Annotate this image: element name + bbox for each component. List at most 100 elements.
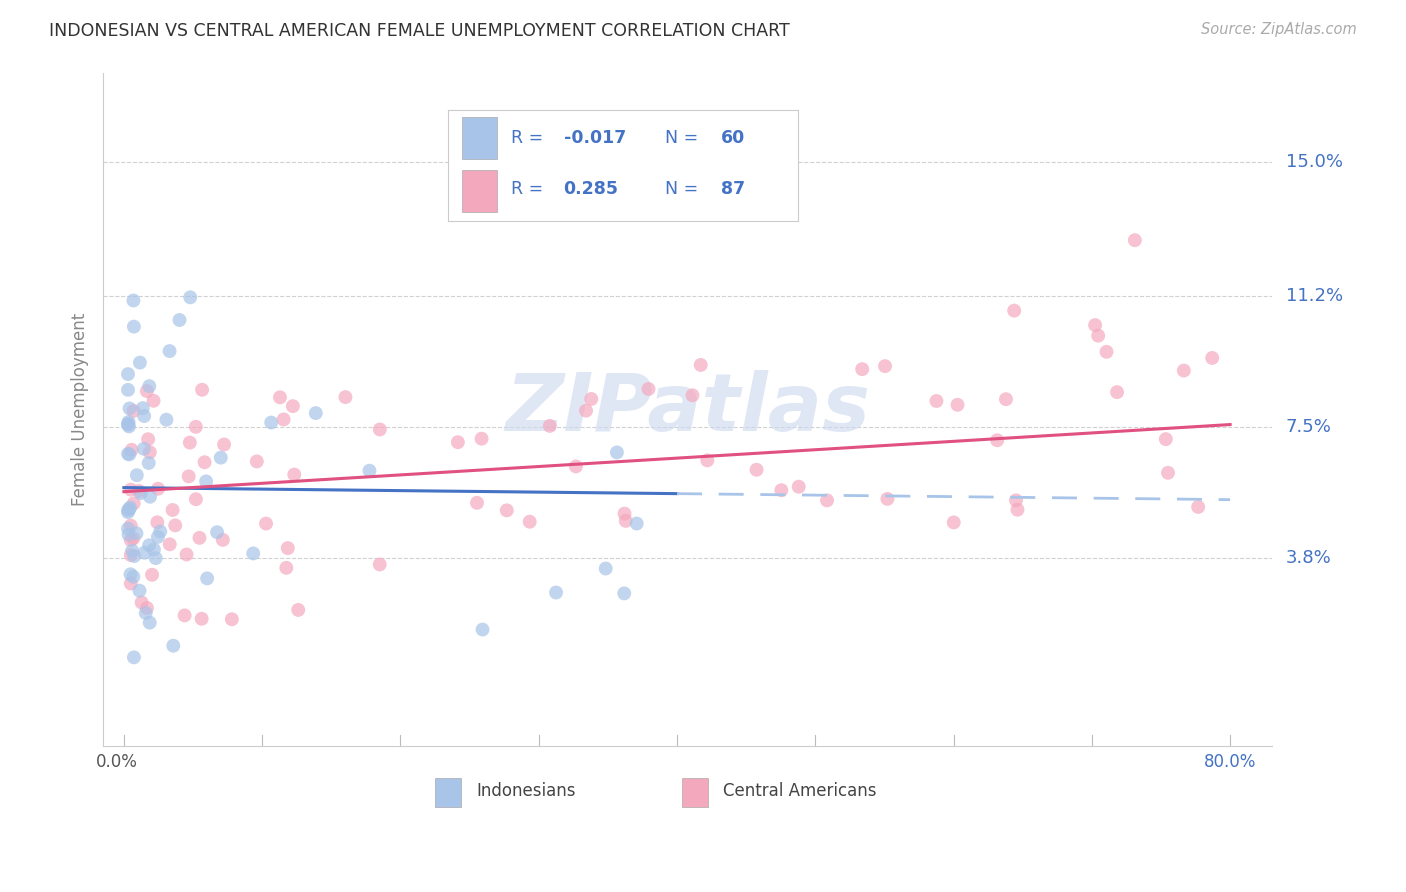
Point [135, 384, 157, 398]
Point [471, 432, 494, 446]
Point [129, 486, 152, 500]
Point [142, 393, 165, 408]
Point [1123, 233, 1146, 247]
Point [138, 538, 160, 552]
Point [942, 516, 965, 530]
Point [281, 399, 304, 413]
Point [613, 507, 636, 521]
Text: 7.5%: 7.5% [1285, 418, 1331, 436]
Point [815, 493, 838, 508]
Point [128, 483, 150, 498]
Point [188, 531, 211, 545]
Point [159, 344, 181, 359]
Point [125, 526, 148, 541]
Point [190, 612, 212, 626]
Point [1157, 466, 1180, 480]
Point [1187, 500, 1209, 514]
Point [117, 447, 139, 461]
Point [682, 388, 704, 402]
Point [173, 608, 195, 623]
Point [155, 412, 177, 426]
Point [138, 379, 160, 393]
Point [122, 293, 145, 308]
Point [118, 419, 141, 434]
Point [471, 623, 494, 637]
Point [637, 382, 659, 396]
Point [117, 527, 139, 541]
Text: 3.8%: 3.8% [1285, 549, 1331, 567]
Point [745, 463, 768, 477]
Point [495, 503, 517, 517]
Point [195, 571, 218, 585]
Point [117, 505, 139, 519]
Point [120, 518, 142, 533]
Point [986, 434, 1008, 448]
Point [128, 583, 150, 598]
Point [606, 445, 628, 459]
Point [194, 455, 217, 469]
Point [544, 585, 567, 599]
Point [254, 516, 277, 531]
Text: 0.0%: 0.0% [96, 753, 138, 771]
Point [162, 639, 184, 653]
Point [120, 548, 142, 562]
Point [117, 367, 139, 381]
Point [994, 392, 1017, 407]
Y-axis label: Female Unemployment: Female Unemployment [72, 313, 89, 506]
Point [146, 516, 169, 530]
Point [1095, 344, 1118, 359]
Point [118, 447, 141, 461]
Point [277, 541, 299, 555]
Point [283, 467, 305, 482]
Point [136, 601, 159, 615]
Point [276, 561, 298, 575]
Text: 11.2%: 11.2% [1285, 287, 1343, 305]
Point [122, 404, 145, 418]
Point [120, 567, 142, 582]
Point [179, 435, 201, 450]
Point [117, 417, 139, 431]
Point [132, 401, 155, 416]
Point [465, 496, 488, 510]
Text: ZIPatlas: ZIPatlas [505, 370, 870, 449]
Point [120, 483, 142, 497]
Point [121, 543, 143, 558]
Point [1007, 502, 1029, 516]
Point [787, 480, 810, 494]
Text: Source: ZipAtlas.com: Source: ZipAtlas.com [1201, 22, 1357, 37]
Point [614, 514, 637, 528]
Point [447, 435, 470, 450]
Point [117, 417, 139, 432]
Point [122, 650, 145, 665]
Point [121, 442, 143, 457]
Point [117, 415, 139, 429]
Point [135, 606, 157, 620]
Point [1105, 385, 1128, 400]
Point [876, 491, 898, 506]
Point [246, 454, 269, 468]
Point [118, 401, 141, 416]
Point [359, 464, 381, 478]
Point [1005, 493, 1028, 508]
Point [122, 319, 145, 334]
Point [146, 530, 169, 544]
Point [770, 483, 793, 498]
Point [212, 437, 235, 451]
Point [1084, 318, 1107, 332]
Point [1087, 328, 1109, 343]
Point [595, 561, 617, 575]
Point [120, 533, 142, 547]
Point [122, 532, 145, 546]
Point [118, 500, 141, 515]
Point [1173, 363, 1195, 377]
Point [335, 390, 357, 404]
Point [138, 456, 160, 470]
Point [368, 558, 391, 572]
Point [565, 459, 588, 474]
Point [165, 518, 187, 533]
Point [538, 418, 561, 433]
Point [146, 482, 169, 496]
Point [211, 533, 233, 547]
Point [120, 576, 142, 591]
Point [134, 409, 156, 423]
